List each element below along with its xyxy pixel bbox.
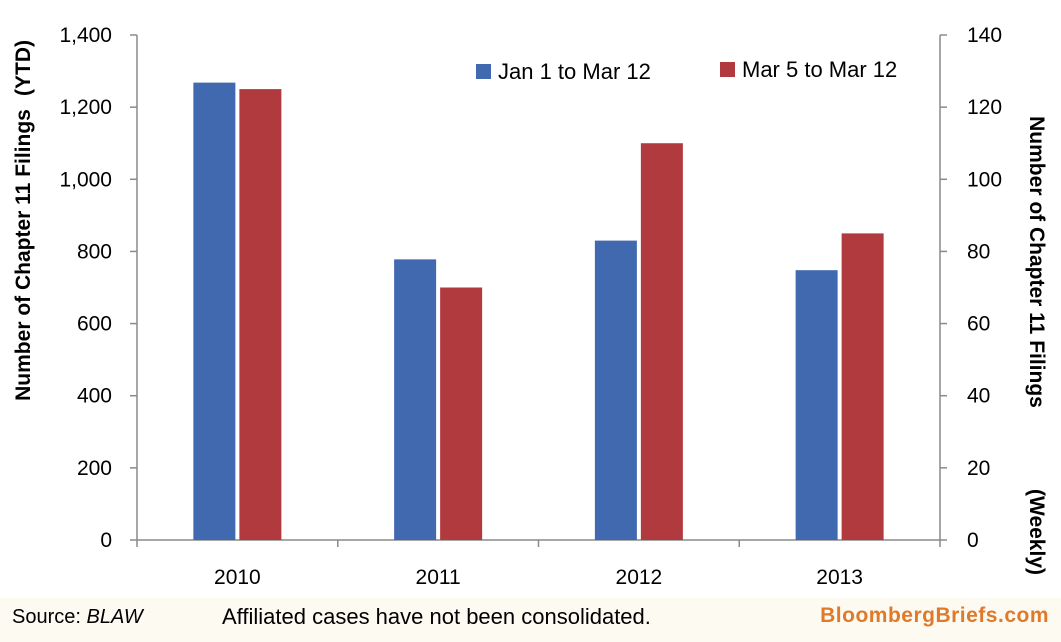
brand-link[interactable]: BloombergBriefs.com	[820, 604, 1049, 627]
y-axis-left-label: Number of Chapter 11 Filings	[12, 109, 35, 401]
y-tick-label-right: 100	[967, 168, 1002, 191]
bar-jan-to-mar12-2010	[193, 82, 236, 540]
y-axis-right-label: Number of Chapter 11 Filings	[1025, 116, 1048, 408]
legend-label: Jan 1 to Mar 12	[498, 59, 651, 84]
legend-swatch	[720, 62, 735, 77]
bar-mar5-to-mar12-2012	[640, 143, 683, 540]
source-label: Source:	[12, 606, 87, 628]
x-tick-label: 2012	[616, 566, 663, 589]
bar-mar5-to-mar12-2013	[841, 233, 884, 540]
y-tick-label-left: 600	[77, 313, 112, 336]
bar-jan-to-mar12-2013	[795, 270, 838, 540]
source-name: BLAW	[86, 606, 143, 628]
bar-mar5-to-mar12-2011	[440, 287, 483, 540]
y-tick-label-right: 40	[967, 385, 990, 408]
footnote: Affiliated cases have not been consolida…	[222, 604, 651, 629]
y-tick-label-left: 1,200	[59, 96, 112, 119]
y-tick-label-left: 400	[77, 385, 112, 408]
legend-label: Mar 5 to Mar 12	[742, 57, 897, 82]
y-tick-label-left: 0	[100, 529, 112, 552]
x-tick-label: 2010	[214, 566, 261, 589]
chart-bars	[193, 82, 884, 540]
bar-jan-to-mar12-2011	[394, 259, 437, 540]
bar-mar5-to-mar12-2010	[239, 89, 282, 540]
legend-swatch	[476, 64, 491, 79]
y-tick-label-right: 0	[967, 529, 979, 552]
chart-legend: Jan 1 to Mar 12 Mar 5 to Mar 12	[476, 57, 897, 84]
y-tick-label-left: 200	[77, 457, 112, 480]
y-tick-label-right: 140	[967, 24, 1002, 47]
x-tick-label: 2013	[816, 566, 863, 589]
chart-footer: Source: BLAW Affiliated cases have not b…	[0, 598, 1061, 642]
y-tick-label-left: 1,000	[59, 168, 112, 191]
y-tick-label-right: 80	[967, 240, 990, 263]
y-tick-label-right: 60	[967, 313, 990, 336]
chart-tick-labels: 0 0 200 20 400 40 600 60 800 80 1,000 100 1,200 120 1,…	[59, 24, 1002, 589]
x-tick-label: 2011	[416, 566, 461, 589]
y-tick-label-right: 20	[967, 457, 990, 480]
y-tick-label-left: 800	[77, 240, 112, 263]
bar-jan-to-mar12-2012	[594, 240, 637, 540]
y-tick-label-right: 120	[967, 96, 1002, 119]
bar-chart: 0 0 200 20 400 40 600 60 800 80 1,000 100 1,200 120 1,…	[12, 24, 1048, 589]
y-tick-label-left: 1,400	[59, 24, 112, 47]
y-axis-right-label-suffix: (Weekly)	[1025, 489, 1048, 575]
source-credit: Source: BLAW	[12, 606, 143, 629]
y-axis-left-label-suffix: (YTD)	[12, 40, 35, 96]
